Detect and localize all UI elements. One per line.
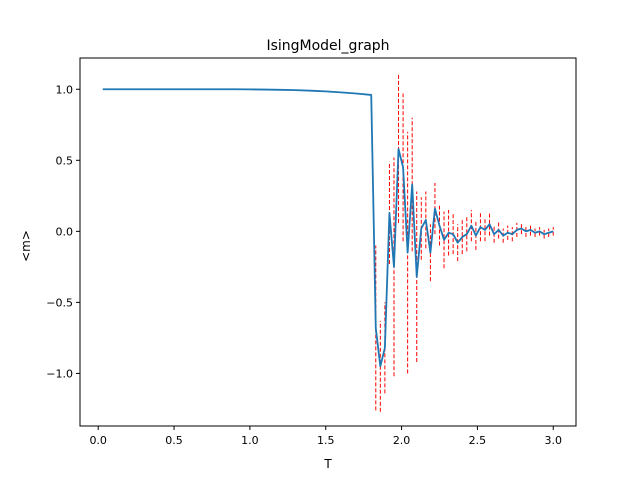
x-tick-label: 3.0 xyxy=(544,434,562,447)
x-tick-label: 0.5 xyxy=(165,434,183,447)
y-tick-label: 0.0 xyxy=(56,225,74,238)
y-tick-label: 0.5 xyxy=(56,154,74,167)
y-tick-label: −1.0 xyxy=(46,367,73,380)
plot-area xyxy=(102,75,554,412)
axes-frame xyxy=(79,57,577,427)
y-tick-label: 1.0 xyxy=(56,83,74,96)
y-axis-ticks: −1.0 −0.5 0.0 0.5 1.0 xyxy=(46,83,80,380)
series-line xyxy=(102,88,554,368)
x-axis-ticks: 0.0 0.5 1.0 1.5 2.0 2.5 3.0 xyxy=(89,426,562,447)
x-tick-label: 0.0 xyxy=(89,434,107,447)
y-axis-label: <m> xyxy=(19,230,33,262)
x-tick-label: 2.5 xyxy=(469,434,487,447)
chart-title: IsingModel_graph xyxy=(266,38,389,54)
y-tick-label: −0.5 xyxy=(46,296,73,309)
x-tick-label: 2.0 xyxy=(393,434,411,447)
x-axis-label: T xyxy=(323,457,332,471)
x-tick-label: 1.0 xyxy=(241,434,259,447)
x-tick-label: 1.5 xyxy=(317,434,335,447)
